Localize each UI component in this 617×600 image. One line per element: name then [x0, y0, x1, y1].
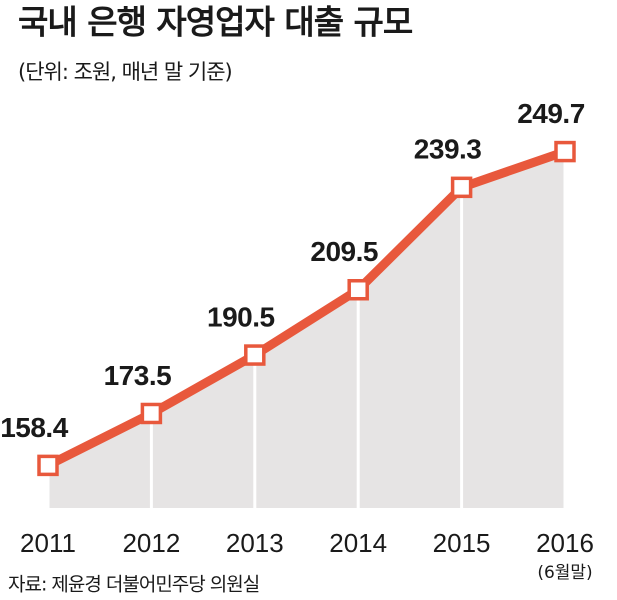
x-tick-label: 2014 — [329, 528, 387, 558]
chart-subtitle: (단위: 조원, 매년 말 기준) — [18, 60, 232, 84]
x-tick-label: 2015 — [433, 528, 491, 558]
marker — [554, 140, 576, 163]
value-label: 239.3 — [414, 134, 482, 165]
value-label: 209.5 — [310, 236, 378, 267]
marker — [140, 402, 163, 425]
value-label: 158.4 — [0, 412, 68, 443]
marker — [450, 176, 473, 199]
marker — [37, 454, 59, 477]
marker — [244, 344, 266, 366]
x-tick-label: 2011 — [20, 528, 76, 558]
source: 자료: 제윤경 더불어민주당 의원실 — [8, 574, 259, 596]
value-label: 249.7 — [517, 98, 585, 129]
value-label: 190.5 — [207, 301, 275, 332]
x-tick-label: 2016 — [536, 528, 594, 558]
value-label: 173.5 — [104, 360, 172, 391]
x-tick-label: 2012 — [122, 528, 180, 558]
area — [48, 151, 565, 509]
category-note: (6월말) — [537, 563, 592, 583]
line — [45, 147, 567, 470]
chart-title: 국내 은행 자영업자 대출 규모 — [18, 3, 413, 42]
x-tick-label: 2013 — [226, 528, 284, 558]
marker — [347, 279, 369, 301]
